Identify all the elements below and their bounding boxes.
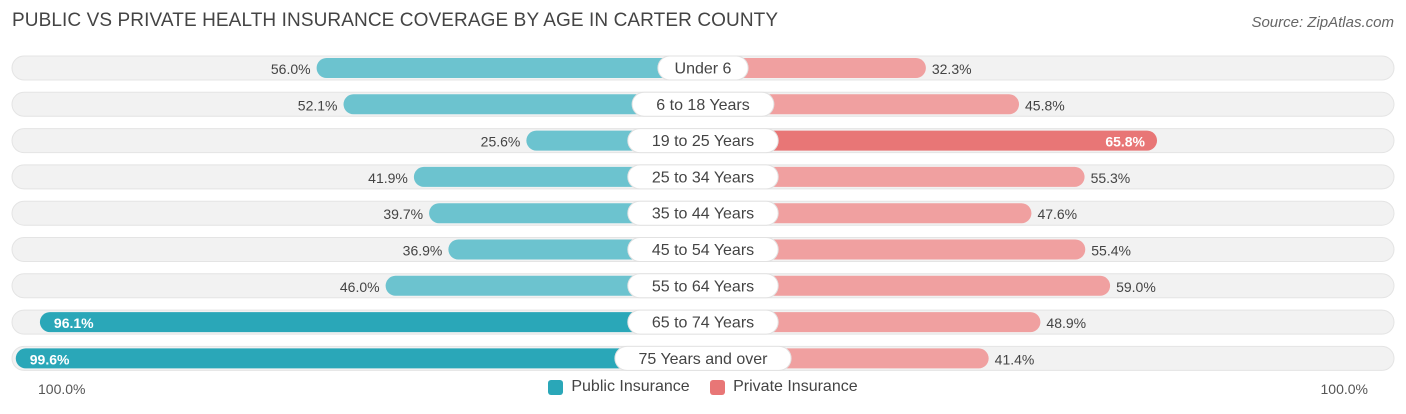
private-bar (703, 58, 926, 78)
private-bar (703, 275, 1111, 296)
category-label: 19 to 25 Years (652, 133, 754, 150)
public-bar (39, 312, 704, 333)
public-bar (343, 94, 703, 115)
category-pill (627, 200, 779, 226)
category-label: 45 to 54 Years (652, 242, 754, 259)
public-bar (316, 58, 703, 78)
chart-legend: Public Insurance Private Insurance (0, 378, 1406, 400)
private-value-label: 32.3% (932, 61, 972, 77)
public-bar (385, 275, 703, 296)
axis-right-label: 100.0% (1320, 381, 1368, 397)
public-value-label: 96.1% (54, 315, 94, 331)
legend-swatch-private (710, 379, 726, 395)
category-pill (657, 55, 749, 81)
category-label: Under 6 (675, 61, 732, 78)
public-value-label: 56.0% (271, 61, 311, 77)
category-label: 35 to 44 Years (652, 206, 754, 223)
legend-item-private: Private Insurance (710, 378, 858, 396)
private-value-label: 45.8% (1025, 97, 1065, 113)
public-value-label: 46.0% (340, 279, 380, 295)
private-value-label: 48.9% (1046, 315, 1086, 331)
category-label: 65 to 74 Years (652, 315, 754, 332)
private-bar (703, 166, 1085, 187)
category-label: 25 to 34 Years (652, 169, 754, 186)
private-value-label: 41.4% (995, 351, 1035, 367)
category-pill (627, 237, 779, 262)
legend-swatch-public (548, 379, 564, 395)
category-label: 6 to 18 Years (656, 97, 749, 114)
public-value-label: 41.9% (368, 170, 408, 186)
category-pill (614, 345, 792, 371)
chart-title: PUBLIC VS PRIVATE HEALTH INSURANCE COVER… (12, 10, 779, 31)
axis-left-label: 100.0% (38, 381, 86, 397)
category-pill (627, 128, 779, 154)
public-value-label: 52.1% (298, 97, 338, 113)
category-label: 55 to 64 Years (652, 278, 754, 295)
private-bar (703, 312, 1041, 333)
private-value-label: 59.0% (1116, 279, 1156, 295)
category-label: 75 Years and over (639, 351, 769, 368)
legend-label-private: Private Insurance (733, 378, 858, 395)
private-bar (703, 130, 1158, 151)
private-value-label: 47.6% (1037, 206, 1077, 222)
private-value-label: 65.8% (1105, 134, 1145, 150)
category-pill (631, 91, 775, 117)
chart-source: Source: ZipAtlas.com (1251, 14, 1394, 31)
private-bar (703, 94, 1020, 115)
private-value-label: 55.4% (1091, 243, 1131, 259)
category-pill (627, 164, 779, 190)
public-bar (15, 348, 703, 369)
category-pill (627, 309, 779, 335)
public-value-label: 39.7% (383, 206, 423, 222)
public-value-label: 99.6% (30, 351, 70, 367)
private-bar (703, 239, 1086, 260)
public-value-label: 25.6% (481, 134, 521, 150)
public-value-label: 36.9% (403, 243, 443, 259)
category-pill (627, 273, 779, 299)
legend-label-public: Public Insurance (571, 378, 690, 395)
private-bar (703, 203, 1032, 224)
private-value-label: 55.3% (1091, 170, 1131, 186)
legend-item-public: Public Insurance (548, 378, 690, 396)
